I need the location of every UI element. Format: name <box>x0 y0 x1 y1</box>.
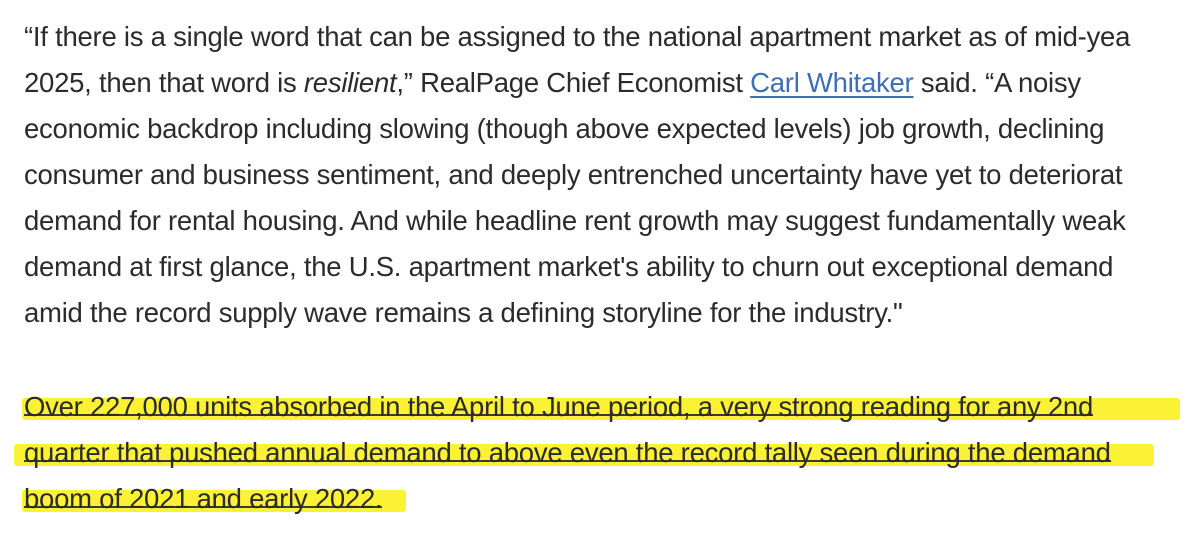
carl-whitaker-link[interactable]: Carl Whitaker <box>750 67 914 98</box>
text-line: “If there is a single word that can be a… <box>24 21 1131 52</box>
text-line: demand for rental housing. And while hea… <box>24 205 1126 236</box>
highlighted-text: boom of 2021 and early 2022. <box>24 483 383 514</box>
text-line: 2025, then that word is resilient,” Real… <box>24 60 1200 106</box>
highlighted-line: Over 227,000 units absorbed in the April… <box>22 384 1200 430</box>
highlighted-line: boom of 2021 and early 2022. <box>22 476 1200 522</box>
article-body: “If there is a single word that can be a… <box>14 14 1200 522</box>
text-line: consumer and business sentiment, and dee… <box>24 159 1123 190</box>
highlighted-text: Over 227,000 units absorbed in the April… <box>24 391 1094 422</box>
highlighted-line: quarter that pushed annual demand to abo… <box>14 430 1200 476</box>
highlighted-paragraph: Over 227,000 units absorbed in the April… <box>14 384 1200 522</box>
quote-paragraph: “If there is a single word that can be a… <box>24 14 1200 336</box>
text-segment: ,” RealPage Chief Economist <box>396 67 751 98</box>
emphasis-resilient: resilient <box>303 67 397 98</box>
text-segment: said. “A noisy <box>913 67 1081 98</box>
text-line: amid the record supply wave remains a de… <box>24 297 903 328</box>
text-line: economic backdrop including slowing (tho… <box>24 113 1105 144</box>
text-segment: 2025, then that word is <box>24 67 304 98</box>
highlighted-text: quarter that pushed annual demand to abo… <box>24 437 1111 468</box>
text-line: demand at first glance, the U.S. apartme… <box>24 251 1114 282</box>
